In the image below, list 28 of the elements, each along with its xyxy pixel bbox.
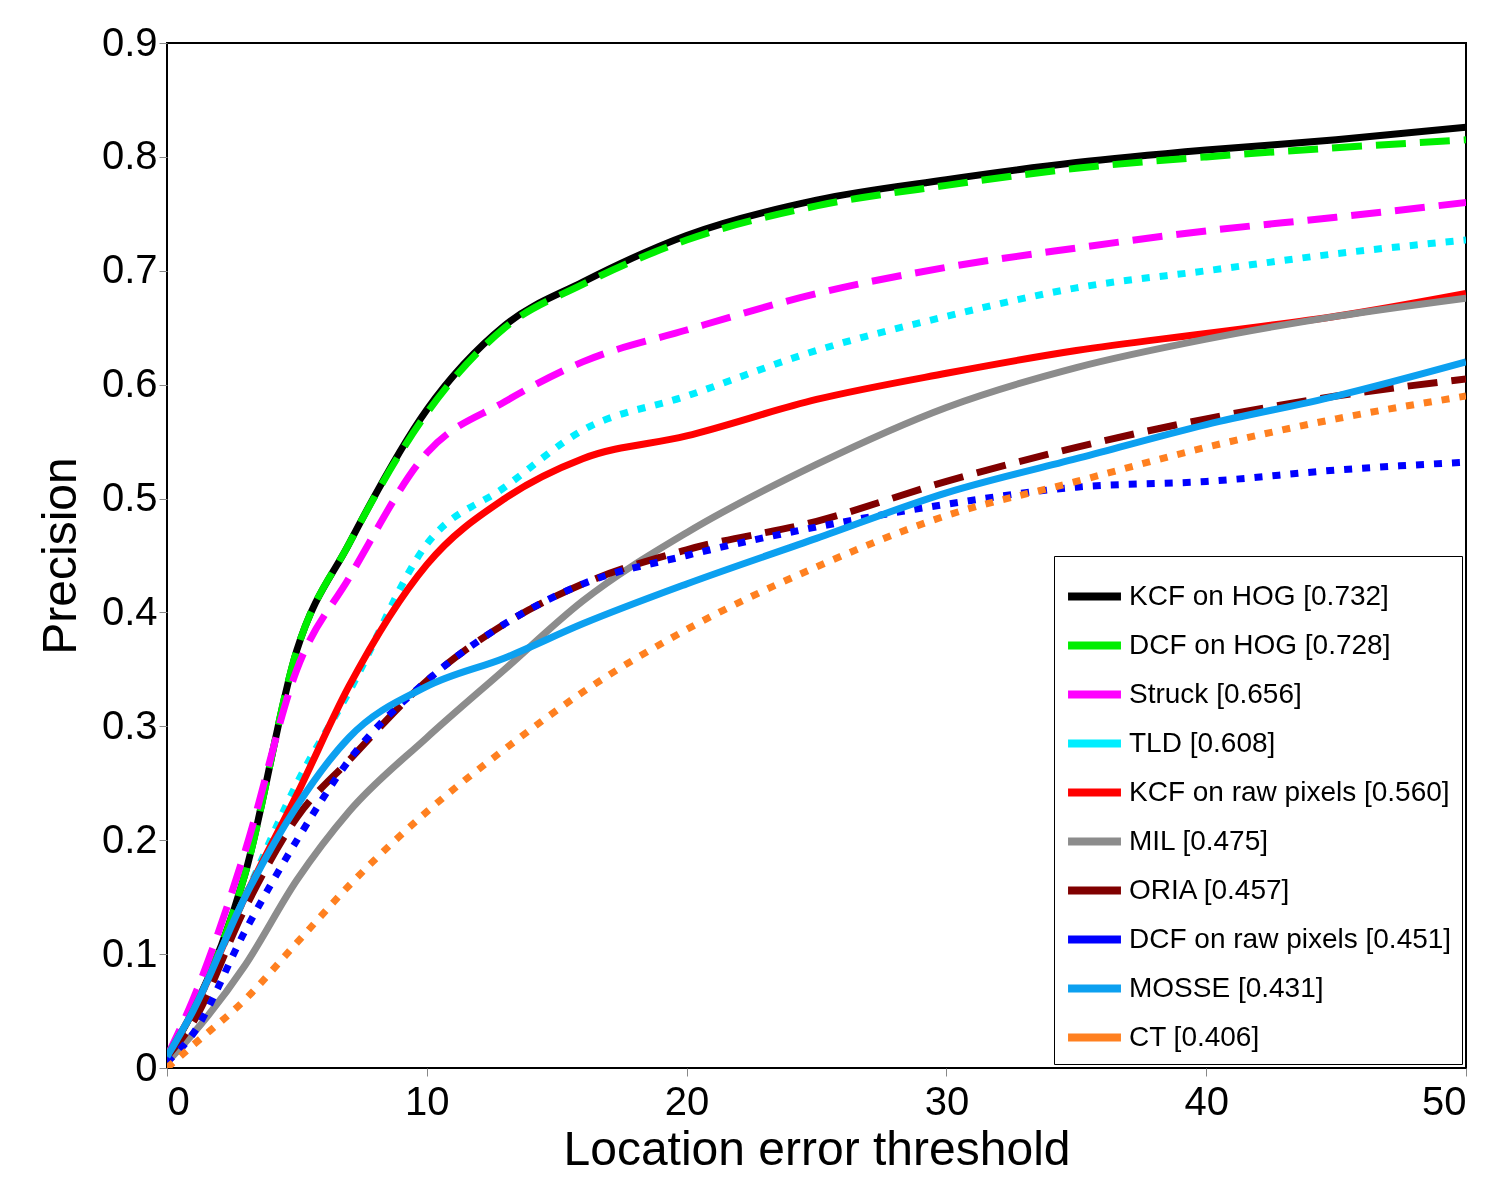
y-tick-label: 0.8 (101, 133, 158, 178)
x-tick-label: 40 (1184, 1078, 1229, 1123)
legend-label: DCF on raw pixels [0.451] (1129, 922, 1452, 954)
y-tick-label: 0.1 (101, 930, 158, 975)
y-tick-label: 0.3 (101, 702, 158, 747)
legend-label: MOSSE [0.431] (1129, 971, 1324, 1003)
y-tick-label: 0.4 (101, 588, 158, 633)
legend-label: KCF on raw pixels [0.560] (1129, 775, 1450, 807)
legend-label: CT [0.406] (1129, 1020, 1260, 1052)
y-axis-title: Precision (32, 457, 86, 655)
x-tick-label: 50 (1422, 1078, 1467, 1123)
y-tick-label: 0.7 (101, 247, 158, 292)
legend-label: MIL [0.475] (1129, 824, 1269, 856)
y-tick-label: 0.9 (101, 19, 158, 64)
x-tick-label: 20 (664, 1078, 710, 1123)
legend-label: Struck [0.656] (1129, 677, 1302, 709)
x-tick-label: 30 (924, 1078, 970, 1123)
legend-label: DCF on HOG [0.728] (1129, 628, 1391, 660)
y-tick-label: 0 (135, 1044, 158, 1089)
x-tick-label: 10 (405, 1078, 450, 1123)
y-tick-label: 0.5 (101, 475, 158, 520)
x-axis-title: Location error threshold (563, 1121, 1071, 1175)
legend-label: TLD [0.608] (1129, 726, 1276, 758)
legend-label: ORIA [0.457] (1129, 873, 1290, 905)
x-tick-label: 0 (167, 1078, 190, 1123)
y-tick-label: 0.6 (101, 361, 158, 406)
legend-label: KCF on HOG [0.732] (1129, 579, 1389, 611)
y-tick-label: 0.2 (101, 816, 158, 861)
